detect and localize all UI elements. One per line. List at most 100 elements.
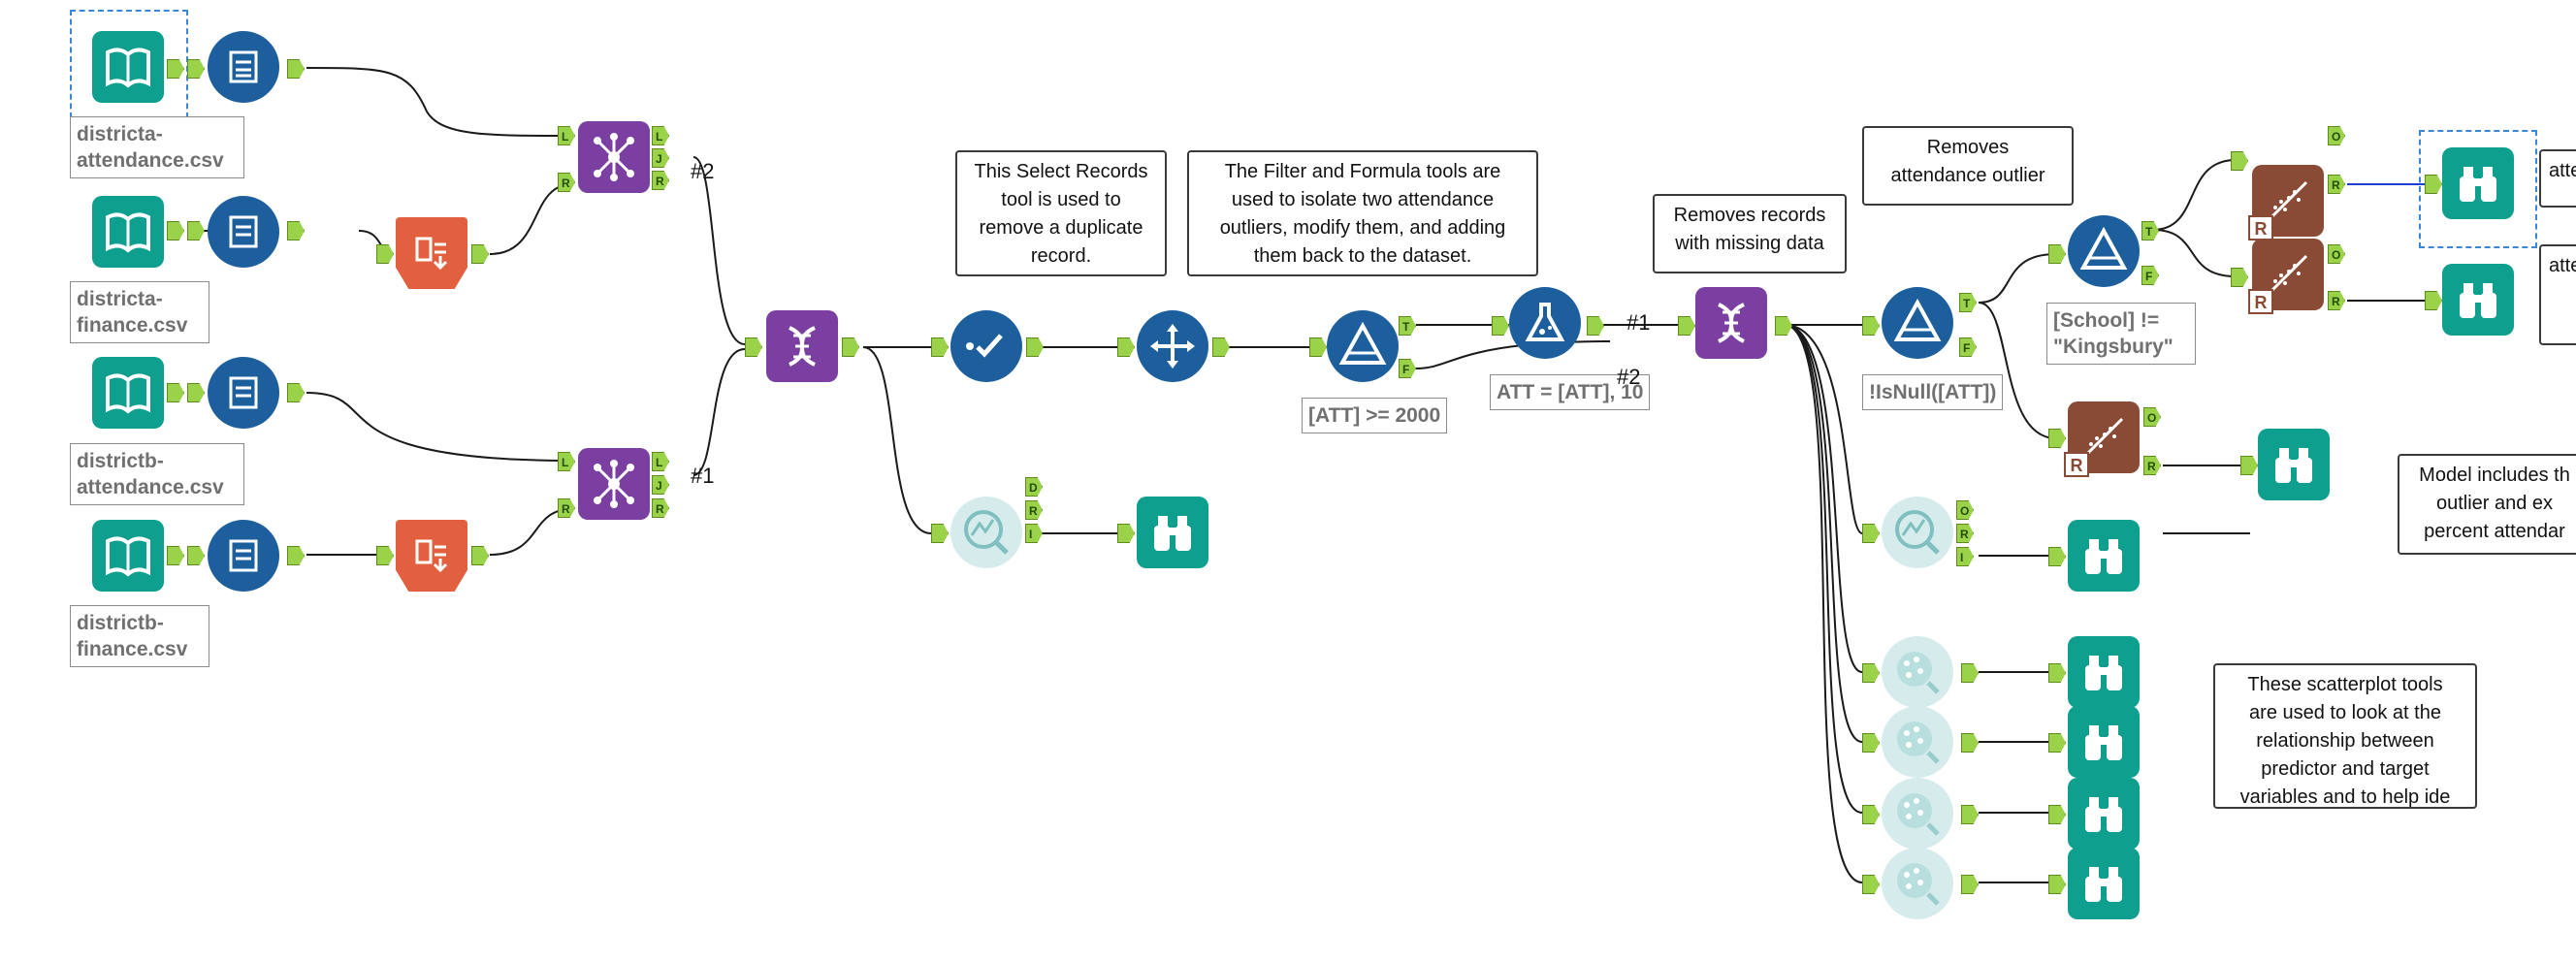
union-tool-1[interactable] (766, 310, 838, 382)
join-output-r[interactable]: R (652, 171, 669, 190)
scatterplot-tool-3[interactable] (1882, 778, 1953, 850)
browse-tool-2[interactable] (2442, 147, 2514, 219)
output-anchor[interactable] (1026, 337, 1044, 357)
select-records-tool[interactable] (950, 310, 1022, 382)
input-anchor[interactable] (1862, 805, 1880, 824)
output-f[interactable]: F (1959, 337, 1977, 357)
union-tool-2[interactable] (1695, 287, 1767, 359)
input-anchor[interactable] (931, 337, 949, 357)
output-t[interactable]: T (1959, 293, 1977, 312)
join-input-r[interactable]: R (558, 173, 575, 192)
input-anchor[interactable] (1862, 524, 1880, 543)
join-input-l[interactable]: L (558, 452, 575, 471)
input-anchor[interactable] (1862, 733, 1880, 753)
input-anchor[interactable] (2425, 291, 2442, 310)
join-output-l[interactable]: L (652, 452, 669, 471)
input-anchor[interactable] (187, 546, 205, 565)
multi-row-tool[interactable] (1137, 310, 1208, 382)
scatterplot-tool-4[interactable] (1882, 848, 1953, 919)
output-d[interactable]: D (1025, 477, 1043, 497)
input-anchor[interactable] (2048, 244, 2066, 264)
browse-tool-7[interactable] (2068, 706, 2140, 778)
scatterplot-tool-2[interactable] (1882, 706, 1953, 778)
input-anchor[interactable] (376, 546, 394, 565)
join-output-j[interactable]: J (652, 475, 669, 495)
input-anchor[interactable] (1862, 875, 1880, 894)
input-anchor[interactable] (376, 244, 394, 264)
join-output-r[interactable]: R (652, 498, 669, 518)
browse-tool-8[interactable] (2068, 778, 2140, 850)
join-input-l[interactable]: L (558, 126, 575, 145)
output-r[interactable]: R (1025, 500, 1043, 520)
scatterplot-tool-1[interactable] (1882, 636, 1953, 708)
output-anchor[interactable] (1587, 316, 1604, 336)
input-data-tool-2[interactable] (92, 196, 164, 268)
join-tool-2[interactable] (578, 448, 650, 520)
input-data-tool-3[interactable] (92, 357, 164, 429)
output-f[interactable]: F (2141, 266, 2159, 285)
input-anchor[interactable] (2048, 805, 2066, 824)
transpose-tool-2[interactable] (396, 520, 467, 592)
output-o[interactable]: O (1956, 500, 1974, 520)
input-anchor[interactable] (187, 59, 205, 79)
output-anchor[interactable] (1961, 805, 1979, 824)
input-anchor[interactable] (2231, 151, 2248, 171)
select-tool-4[interactable] (208, 520, 279, 592)
output-anchor[interactable] (167, 383, 184, 402)
input-data-tool-4[interactable] (92, 520, 164, 592)
output-anchor[interactable] (1961, 733, 1979, 753)
join-input-r[interactable]: R (558, 498, 575, 518)
output-f[interactable]: F (1399, 359, 1416, 378)
field-summary-tool-2[interactable] (1882, 497, 1953, 568)
input-anchor[interactable] (1117, 524, 1135, 543)
input-anchor[interactable] (1678, 316, 1695, 336)
output-anchor[interactable] (471, 244, 489, 264)
input-anchor[interactable] (1862, 316, 1880, 336)
browse-tool-6[interactable] (2068, 636, 2140, 708)
browse-tool-4[interactable] (2258, 429, 2330, 500)
input-anchor[interactable] (745, 337, 762, 357)
join-output-l[interactable]: L (652, 126, 669, 145)
select-tool-1[interactable] (208, 31, 279, 103)
output-anchor[interactable] (1961, 875, 1979, 894)
output-anchor[interactable] (1775, 316, 1792, 336)
output-anchor[interactable] (167, 59, 184, 79)
input-anchor[interactable] (931, 524, 949, 543)
input-anchor[interactable] (2240, 456, 2258, 475)
filter-tool-1[interactable] (1327, 310, 1399, 382)
output-i[interactable]: I (1025, 524, 1043, 543)
input-anchor[interactable] (1492, 316, 1509, 336)
output-r[interactable]: R (2143, 456, 2161, 475)
input-anchor[interactable] (187, 383, 205, 402)
output-r[interactable]: R (2328, 175, 2345, 194)
input-anchor[interactable] (2048, 547, 2066, 566)
filter-tool-2[interactable] (1882, 287, 1953, 359)
output-anchor[interactable] (287, 546, 305, 565)
output-r[interactable]: R (2328, 291, 2345, 310)
linear-regression-tool-2[interactable] (2252, 239, 2324, 310)
join-tool-1[interactable] (578, 121, 650, 193)
output-o[interactable]: O (2328, 244, 2345, 264)
input-anchor[interactable] (1862, 663, 1880, 683)
input-anchor[interactable] (187, 221, 205, 240)
output-anchor[interactable] (167, 221, 184, 240)
output-anchor[interactable] (287, 221, 305, 240)
input-anchor[interactable] (2048, 429, 2066, 448)
output-t[interactable]: T (2141, 221, 2159, 240)
output-r[interactable]: R (1956, 524, 1974, 543)
input-anchor[interactable] (2425, 175, 2442, 194)
output-anchor[interactable] (842, 337, 859, 357)
transpose-tool-1[interactable] (396, 217, 467, 289)
input-anchor[interactable] (1309, 337, 1327, 357)
output-anchor[interactable] (471, 546, 489, 565)
output-o[interactable]: O (2143, 407, 2161, 427)
input-anchor[interactable] (2231, 268, 2248, 287)
output-anchor[interactable] (287, 383, 305, 402)
select-tool-3[interactable] (208, 357, 279, 429)
input-anchor[interactable] (1117, 337, 1135, 357)
browse-tool-3[interactable] (2442, 264, 2514, 336)
output-i[interactable]: I (1956, 547, 1974, 566)
input-anchor[interactable] (2048, 663, 2066, 683)
output-anchor[interactable] (1961, 663, 1979, 683)
